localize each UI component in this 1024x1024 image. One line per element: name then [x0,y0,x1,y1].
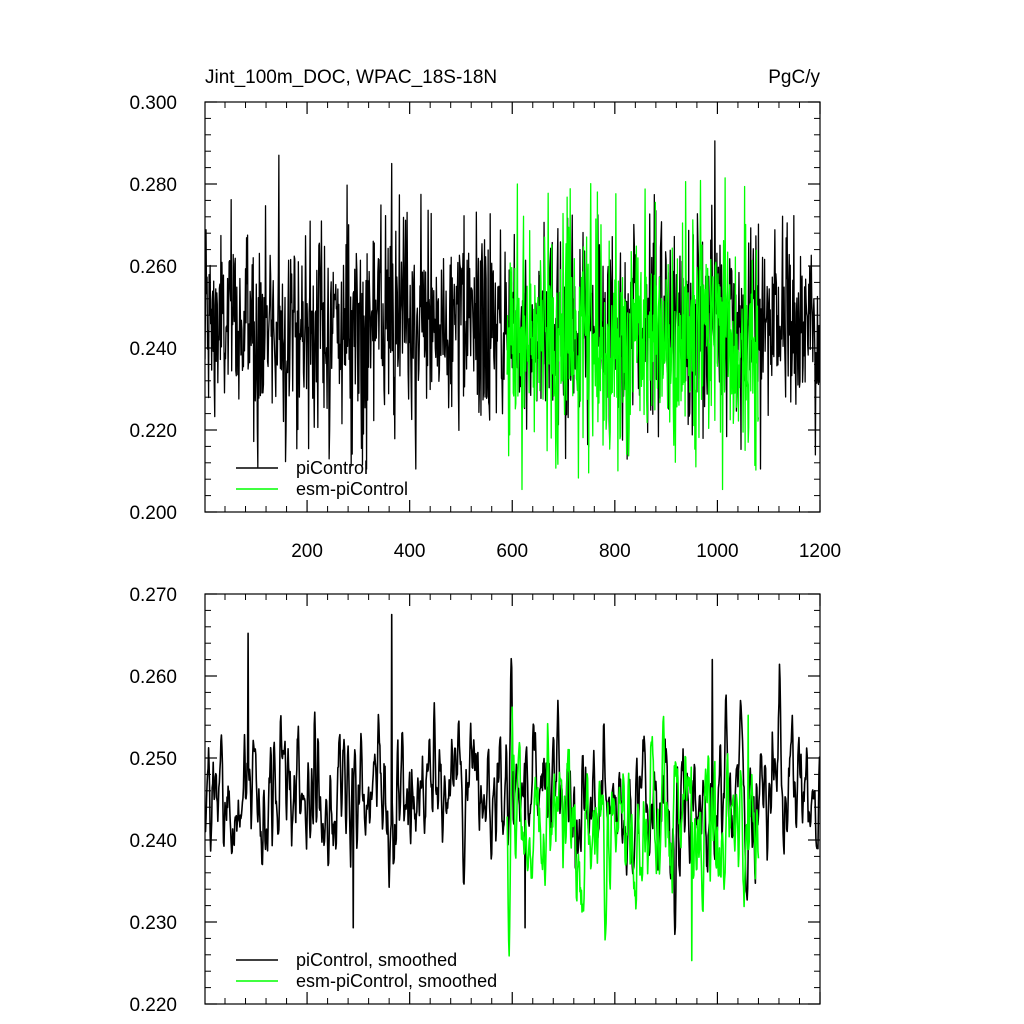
y-tick-label: 0.230 [129,913,177,934]
legend-label: piControl [296,458,368,478]
x-tick-label: 600 [496,541,528,562]
series-line-2 [506,177,760,491]
x-tick-label: 1200 [799,541,841,562]
legend-label: esm-piControl [296,479,408,499]
series-line-2 [506,706,760,962]
y-tick-label: 0.220 [129,995,177,1016]
y-tick-label: 0.200 [129,503,177,524]
x-tick-label: 200 [291,541,323,562]
y-tick-label: 0.300 [129,93,177,114]
y-tick-label: 0.260 [129,667,177,688]
legend-label: piControl, smoothed [296,950,457,970]
x-tick-label: 1000 [696,541,738,562]
y-tick-label: 0.240 [129,339,177,360]
legend-label: esm-piControl, smoothed [296,971,497,991]
y-tick-label: 0.270 [129,585,177,606]
y-tick-label: 0.220 [129,421,177,442]
y-tick-label: 0.240 [129,831,177,852]
y-tick-label: 0.250 [129,749,177,770]
chart-title: Jint_100m_DOC, WPAC_18S-18N [205,67,497,88]
chart-panel-1: 0.200 0.220 0.240 0.260 0.280 0.300 200 400 600 8… [129,67,841,562]
chart-panel-2: 0.220 0.230 0.240 0.250 0.260 0.270 piControl,… [129,585,821,1016]
y-tick-label: 0.260 [129,257,177,278]
units-label: PgC/y [768,67,820,88]
x-tick-label: 800 [599,541,631,562]
y-tick-label: 0.280 [129,175,177,196]
x-tick-label: 400 [394,541,426,562]
